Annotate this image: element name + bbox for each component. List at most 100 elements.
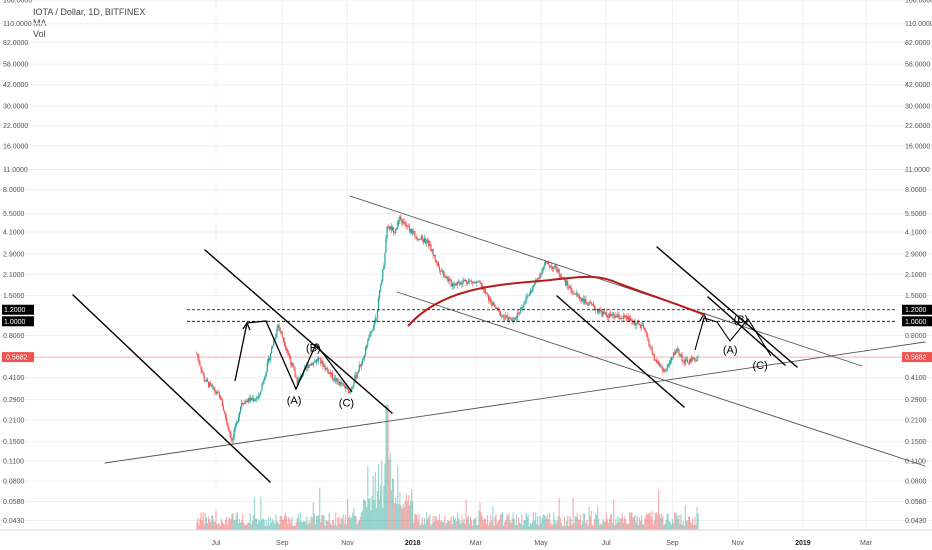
volume-bar: [495, 514, 497, 530]
y-tick-label-right: 0.0430: [905, 518, 927, 525]
candle-body: [393, 232, 396, 234]
candle-body: [506, 315, 508, 317]
drawings: (A) (B) (C) (A) (B) (C): [0, 195, 932, 483]
candle-body: [480, 282, 482, 285]
volume-bar: [257, 524, 259, 530]
volume-bar: [538, 525, 540, 530]
volume-bar: [223, 524, 226, 530]
candle-body: [435, 259, 437, 263]
volume-bar: [612, 523, 614, 530]
volume-bar: [606, 518, 608, 530]
candle-body: [599, 309, 601, 312]
candle-body: [399, 216, 401, 221]
candle-body: [550, 266, 552, 268]
volume-bar: [447, 519, 449, 530]
volume-bar: [349, 515, 351, 530]
candle-body: [371, 330, 373, 332]
y-tick-label-right: 110.0000: [905, 21, 932, 28]
volume-bar: [550, 523, 552, 530]
candle-body: [369, 333, 371, 338]
candle-body: [196, 353, 198, 355]
candle-body: [208, 382, 211, 387]
candle-body: [478, 281, 480, 283]
volume-bar: [513, 518, 515, 530]
candle-body: [307, 365, 309, 368]
volume-bar: [488, 525, 490, 530]
volume-bar: [351, 517, 353, 530]
candle-body: [588, 301, 590, 306]
candle-body: [424, 238, 427, 244]
volume-bar: [475, 517, 477, 530]
volume-bar: [677, 518, 679, 530]
candle-body: [609, 313, 612, 316]
volume-bar: [414, 514, 416, 530]
y-tick-label-right: 42.0000: [905, 82, 930, 89]
volume-bar: [355, 515, 357, 530]
candle-body: [219, 395, 221, 400]
volume-bar: [415, 513, 417, 530]
volume-bar: [319, 487, 321, 530]
candle-body: [216, 391, 218, 394]
volume-bar: [604, 521, 606, 530]
candle-body: [278, 324, 280, 328]
candle-body: [684, 359, 686, 365]
y-tick-label-right: 58.0000: [905, 62, 930, 69]
candle-body: [488, 294, 490, 301]
candle-body: [668, 362, 670, 365]
volume-bar: [607, 523, 609, 530]
volume-bar: [403, 507, 405, 530]
volume-bar: [281, 519, 283, 530]
candle-body: [539, 273, 541, 279]
volume-bar: [588, 506, 590, 530]
candle-body: [268, 358, 271, 360]
volume-bar: [217, 523, 219, 530]
volume-bar: [622, 522, 624, 530]
candle-body: [493, 302, 495, 305]
volume-bar: [674, 512, 676, 530]
volume-bar: [461, 515, 463, 530]
volume-bar: [346, 499, 349, 530]
candle-body: [604, 312, 606, 314]
candle-body: [233, 429, 235, 438]
volume-bar: [454, 518, 457, 530]
volume-bar: [377, 464, 380, 530]
candle-body: [639, 325, 642, 328]
volume-bar: [505, 519, 507, 530]
candle-body: [273, 340, 275, 346]
candle-body: [293, 367, 295, 371]
candle-body: [543, 264, 545, 268]
candle-body: [574, 293, 576, 295]
candle-body: [243, 403, 245, 405]
candle-body: [685, 359, 687, 361]
candle-body: [328, 372, 330, 374]
candle-body: [579, 298, 582, 299]
volume-bar: [434, 516, 436, 530]
volume-bar: [347, 517, 350, 530]
volume-bar: [566, 521, 568, 530]
volume-bar: [666, 513, 668, 530]
volume-indicator-label[interactable]: Vol: [33, 29, 46, 39]
candle-body: [439, 270, 442, 272]
volume-bar: [208, 519, 211, 530]
candle-body: [555, 265, 557, 269]
volume-bar: [299, 512, 302, 530]
volume-bar: [297, 513, 299, 530]
volume-bar: [470, 520, 473, 530]
x-tick-label: Jul: [602, 540, 611, 547]
candle-body: [327, 369, 329, 374]
volume-bar: [332, 520, 335, 530]
x-tick-label: Jul: [212, 540, 221, 547]
ma-indicator-label[interactable]: MA: [33, 18, 47, 28]
candles: [196, 213, 699, 445]
candle-body: [254, 399, 257, 401]
candle-body: [239, 406, 242, 412]
volume-bar: [476, 525, 478, 530]
volume-bar: [446, 522, 448, 530]
candle-body: [553, 266, 555, 270]
candle-body: [411, 229, 413, 234]
volume-bar: [427, 519, 429, 530]
candle-body: [667, 364, 669, 368]
candle-body: [357, 371, 359, 374]
candle-body: [526, 296, 528, 298]
